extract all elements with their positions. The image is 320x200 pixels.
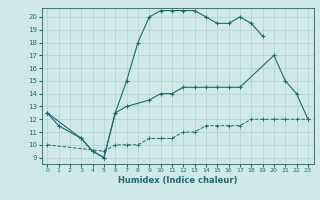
X-axis label: Humidex (Indice chaleur): Humidex (Indice chaleur) — [118, 176, 237, 185]
